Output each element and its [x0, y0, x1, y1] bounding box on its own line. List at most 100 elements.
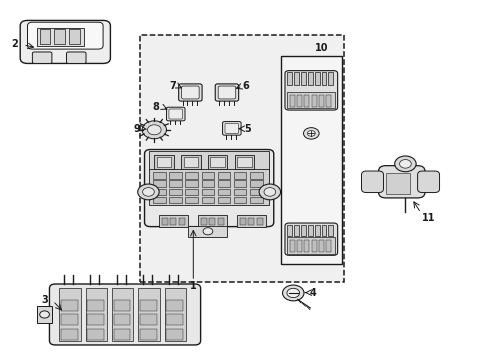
Text: 3: 3	[41, 295, 48, 305]
Bar	[311, 240, 316, 252]
Bar	[114, 300, 130, 311]
Bar	[234, 155, 254, 169]
Bar	[314, 225, 319, 235]
Bar	[233, 189, 246, 195]
Circle shape	[147, 125, 161, 135]
Bar	[217, 197, 230, 203]
Bar	[169, 172, 182, 179]
FancyBboxPatch shape	[361, 171, 383, 193]
Text: 2: 2	[11, 39, 18, 49]
Bar	[59, 288, 81, 341]
Bar	[249, 172, 262, 179]
FancyBboxPatch shape	[224, 123, 238, 134]
Circle shape	[286, 288, 299, 298]
Bar	[87, 329, 104, 339]
Bar	[37, 28, 83, 45]
Bar	[319, 240, 324, 252]
FancyBboxPatch shape	[166, 107, 184, 121]
Bar	[185, 197, 198, 203]
Bar	[249, 180, 262, 187]
Circle shape	[307, 131, 315, 136]
Bar	[149, 169, 268, 205]
Bar	[233, 197, 246, 203]
Bar	[138, 288, 159, 341]
Bar	[140, 300, 157, 311]
Bar	[85, 288, 107, 341]
FancyBboxPatch shape	[168, 109, 182, 119]
Bar	[201, 172, 214, 179]
Text: 10: 10	[314, 43, 327, 53]
Bar	[178, 218, 184, 225]
Bar	[185, 180, 198, 187]
Bar	[166, 315, 183, 325]
Bar	[61, 315, 78, 325]
Circle shape	[138, 184, 159, 200]
Bar	[249, 189, 262, 195]
Bar	[166, 329, 183, 339]
Bar	[319, 95, 324, 107]
Bar	[169, 180, 182, 187]
Text: 11: 11	[421, 213, 435, 222]
FancyBboxPatch shape	[417, 171, 439, 193]
Bar	[166, 300, 183, 311]
Bar	[157, 157, 171, 167]
Bar	[287, 225, 292, 235]
Bar	[307, 72, 312, 85]
Bar	[201, 197, 214, 203]
Circle shape	[142, 188, 154, 196]
Bar	[164, 288, 185, 341]
Bar	[326, 95, 330, 107]
Bar	[307, 225, 312, 235]
Bar	[287, 92, 334, 108]
Bar	[201, 218, 206, 225]
Bar	[201, 180, 214, 187]
Text: 7: 7	[169, 81, 175, 91]
Bar	[140, 329, 157, 339]
Bar	[217, 218, 223, 225]
Bar	[217, 172, 230, 179]
Text: 4: 4	[309, 288, 316, 298]
Bar	[287, 72, 292, 85]
Bar	[153, 197, 165, 203]
Bar	[181, 155, 200, 169]
FancyBboxPatch shape	[378, 166, 424, 198]
Bar	[188, 226, 227, 237]
Bar	[297, 240, 302, 252]
Bar	[233, 180, 246, 187]
Bar	[328, 72, 332, 85]
Bar	[162, 218, 167, 225]
FancyBboxPatch shape	[20, 21, 110, 63]
Bar	[140, 315, 157, 325]
Bar	[153, 180, 165, 187]
Bar	[237, 215, 266, 226]
Bar	[153, 189, 165, 195]
Bar	[170, 218, 176, 225]
FancyBboxPatch shape	[215, 84, 238, 101]
Bar	[326, 240, 330, 252]
Bar	[153, 172, 165, 179]
FancyBboxPatch shape	[285, 223, 337, 255]
Circle shape	[282, 285, 304, 301]
Bar	[237, 157, 251, 167]
Bar	[217, 180, 230, 187]
Bar	[209, 218, 215, 225]
Bar	[314, 72, 319, 85]
Bar	[304, 240, 309, 252]
Bar	[311, 95, 316, 107]
Bar	[233, 172, 246, 179]
Bar	[112, 288, 133, 341]
Bar	[169, 197, 182, 203]
Bar	[183, 157, 198, 167]
Bar	[297, 95, 302, 107]
Bar	[201, 189, 214, 195]
Bar	[248, 218, 254, 225]
FancyBboxPatch shape	[181, 86, 199, 99]
Bar	[40, 29, 50, 44]
Bar	[281, 56, 341, 264]
Bar	[287, 237, 334, 253]
Bar	[61, 300, 78, 311]
Bar	[149, 151, 268, 171]
Bar	[294, 225, 299, 235]
Bar	[385, 173, 409, 194]
Bar	[328, 225, 332, 235]
